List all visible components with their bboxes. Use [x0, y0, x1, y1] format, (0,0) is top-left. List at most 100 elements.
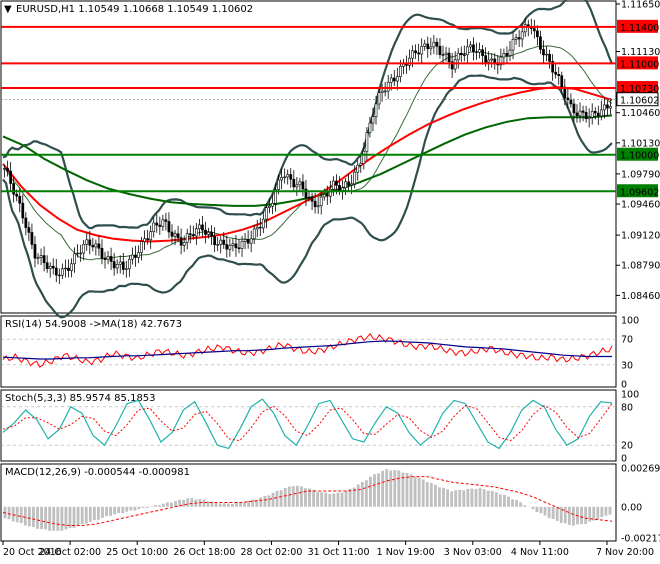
time-tick-label: 26 Oct 18:00	[173, 547, 235, 558]
candle-body	[64, 267, 67, 270]
candle-body	[280, 177, 283, 181]
candle-body	[395, 76, 399, 82]
macd-tick-label: 0.00	[621, 502, 642, 513]
macd-plot	[2, 469, 613, 531]
candle-body	[414, 50, 417, 54]
stoch-tick-label: 0	[621, 454, 627, 465]
candle-body	[450, 61, 454, 70]
level-tag-label: 1.10730	[620, 84, 659, 95]
candle-body	[240, 241, 244, 249]
candle-body	[508, 49, 512, 56]
candle-body	[475, 51, 478, 53]
ma-red-line	[2, 86, 613, 243]
candle-body	[599, 109, 603, 117]
candle-body	[27, 227, 31, 233]
candle-body	[146, 238, 150, 241]
candle-body	[112, 261, 116, 269]
candle-body	[219, 239, 223, 245]
candle-body	[3, 168, 6, 170]
candle-body	[286, 174, 290, 178]
candle-body	[332, 180, 335, 190]
candle-body	[213, 235, 216, 246]
candle-body	[590, 111, 594, 118]
price-tick-label: 1.09120	[621, 231, 660, 242]
macd-panel-frame	[0, 463, 617, 542]
candle-body	[222, 239, 226, 245]
candle-body	[73, 253, 76, 265]
candle-body	[429, 46, 433, 50]
candle-body	[548, 53, 551, 62]
rsi-tick-label: 70	[621, 335, 633, 346]
level-tag-resistance	[617, 19, 658, 33]
macd-tick-label: -0.00217	[621, 534, 660, 545]
candle-body	[201, 224, 204, 231]
candle-body	[137, 252, 140, 258]
candle-body	[609, 106, 612, 109]
candle-body	[560, 75, 564, 88]
price-tick-label: 1.10130	[621, 138, 660, 149]
price-tick-label: 1.09460	[621, 200, 660, 211]
rsi-tick-label: 0	[621, 380, 627, 391]
candle-body	[536, 30, 539, 38]
candle-body	[91, 244, 95, 248]
rsi-tick-label: 30	[621, 360, 633, 371]
candle-body	[514, 37, 518, 40]
time-tick-label: 31 Oct 11:00	[308, 547, 370, 558]
candle-body	[490, 58, 494, 61]
candle-body	[365, 132, 369, 152]
candle-body	[33, 244, 37, 259]
candle-body	[76, 252, 79, 255]
candle-body	[593, 111, 597, 114]
candle-body	[234, 243, 238, 249]
symbol-header: EURUSD,H1 1.10549 1.10668 1.10549 1.1060…	[16, 4, 253, 15]
candle-body	[246, 239, 250, 244]
candle-body	[258, 226, 262, 229]
candle-body	[170, 231, 174, 237]
level-tag-label: 1.11400	[620, 23, 659, 34]
candle-body	[255, 226, 259, 230]
candle-body	[335, 180, 338, 186]
macd-signal-line	[2, 476, 613, 526]
candle-body	[338, 185, 341, 192]
stoch-panel-frame	[0, 389, 617, 462]
candle-body	[134, 254, 137, 258]
stoch-k-line	[2, 398, 613, 450]
candle-body	[432, 41, 436, 48]
rsi-panel-frame	[0, 315, 617, 388]
candle-body	[155, 222, 159, 226]
bollinger-upper	[2, 0, 614, 230]
candle-body	[459, 52, 463, 56]
candle-body	[88, 239, 92, 246]
chart-dropdown-icon[interactable]: ▼	[4, 4, 12, 15]
candle-body	[380, 90, 384, 93]
candle-body	[228, 245, 232, 250]
candle-body	[328, 188, 332, 197]
level-tag-label: 1.09602	[620, 187, 659, 198]
candle-body	[578, 110, 582, 117]
candle-body	[350, 183, 354, 186]
candle-body	[30, 232, 34, 245]
candle-body	[420, 46, 424, 55]
candle-body	[441, 54, 445, 56]
candle-body	[344, 181, 347, 188]
candle-body	[289, 174, 293, 180]
candle-body	[283, 176, 287, 179]
level-tag-support	[617, 147, 658, 161]
candle-body	[124, 268, 128, 270]
candle-body	[48, 265, 52, 269]
candle-body	[392, 77, 396, 82]
candle-body	[179, 237, 183, 246]
candle-body	[511, 39, 515, 51]
candle-body	[447, 52, 451, 62]
candle-body	[456, 52, 460, 61]
candle-body	[67, 267, 70, 271]
candle-body	[587, 117, 591, 120]
time-tick-label: 28 Oct 02:00	[240, 547, 302, 558]
candle-body	[542, 49, 545, 56]
price-tick-label: 1.08460	[621, 291, 660, 302]
price-tick-label: 1.08790	[621, 261, 660, 272]
candle-body	[313, 200, 317, 208]
candle-body	[164, 219, 168, 222]
candle-body	[359, 163, 363, 166]
